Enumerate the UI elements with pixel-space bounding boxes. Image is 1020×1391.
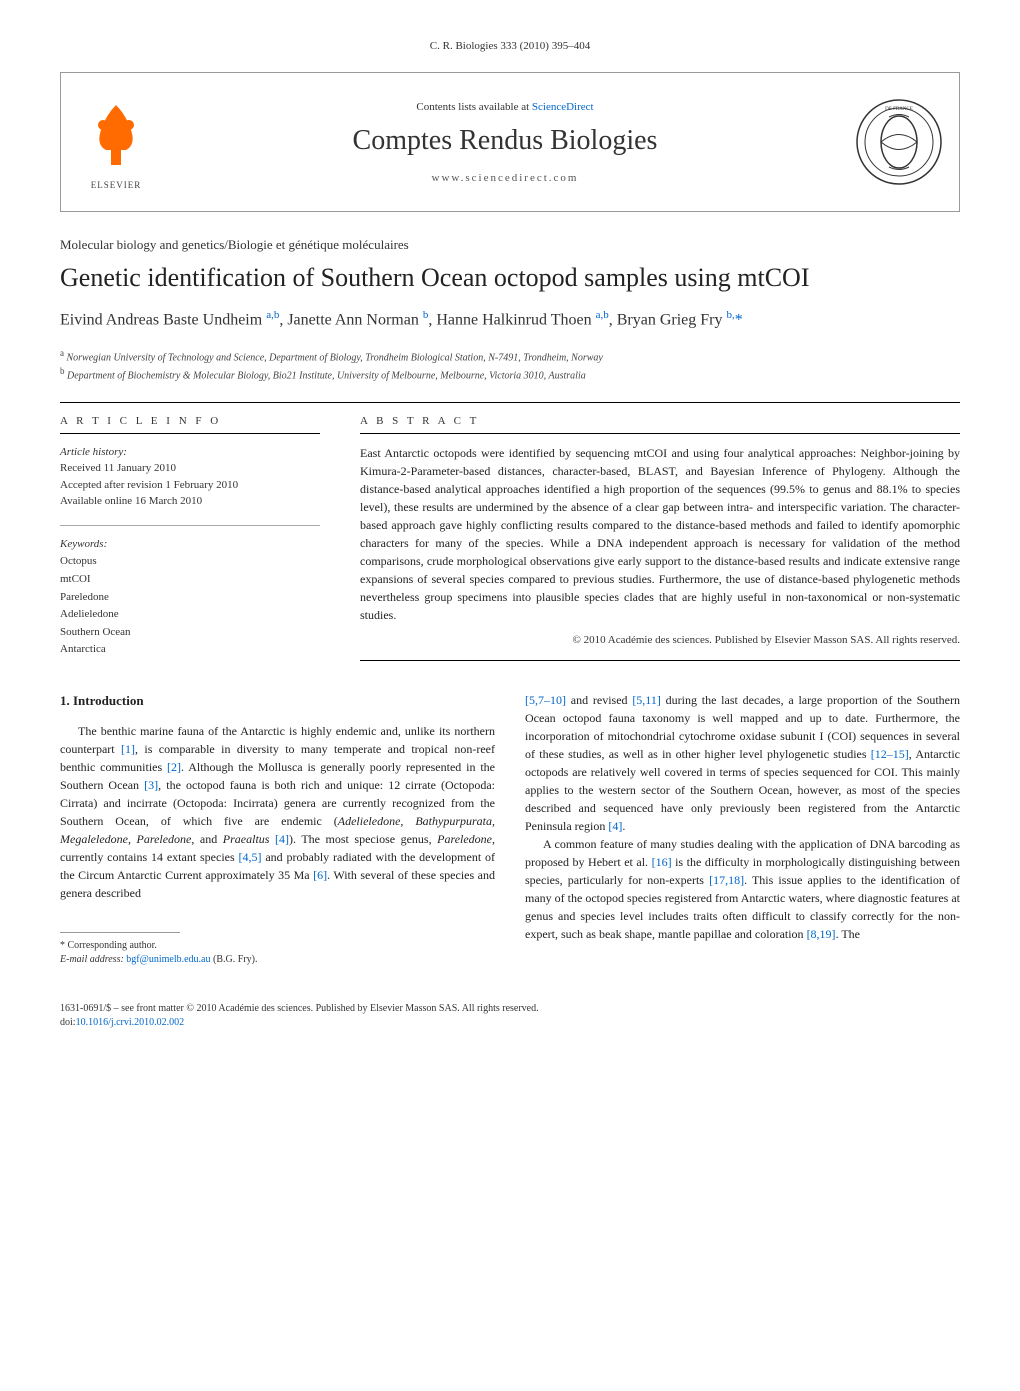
abstract-column: A B S T R A C T East Antarctic octopods … (360, 415, 960, 661)
footer-copyright: 1631-0691/$ – see front matter © 2010 Ac… (60, 1002, 960, 1030)
article-history-block: Article history: Received 11 January 201… (60, 444, 320, 510)
doi-link[interactable]: 10.1016/j.crvi.2010.02.002 (76, 1017, 185, 1028)
footnote-divider (60, 932, 180, 933)
publisher-logo-block: ELSEVIER (61, 73, 171, 211)
issn-line: 1631-0691/$ – see front matter © 2010 Ac… (60, 1002, 960, 1016)
history-accepted: Accepted after revision 1 February 2010 (60, 477, 320, 494)
academy-crest-block: DE FRANCE (839, 73, 959, 211)
email-label: E-mail address: (60, 954, 126, 965)
journal-title: Comptes Rendus Biologies (171, 125, 839, 157)
contents-available-line: Contents lists available at ScienceDirec… (171, 101, 839, 113)
keywords-label: Keywords: (60, 536, 320, 554)
info-abstract-row: A R T I C L E I N F O Article history: R… (60, 415, 960, 661)
elsevier-tree-icon (81, 95, 151, 175)
body-columns: 1. Introduction The benthic marine fauna… (60, 691, 960, 968)
abstract-bottom-divider (360, 660, 960, 661)
section-category: Molecular biology and genetics/Biologie … (60, 237, 960, 253)
article-info-column: A R T I C L E I N F O Article history: R… (60, 415, 320, 661)
history-received: Received 11 January 2010 (60, 460, 320, 477)
abstract-copyright: © 2010 Académie des sciences. Published … (360, 634, 960, 646)
svg-text:DE FRANCE: DE FRANCE (885, 107, 913, 112)
running-header: C. R. Biologies 333 (2010) 395–404 (60, 40, 960, 52)
right-column: [5,7–10] and revised [5,11] during the l… (525, 691, 960, 968)
contents-prefix: Contents lists available at (416, 101, 531, 113)
journal-banner: ELSEVIER Contents lists available at Sci… (60, 72, 960, 212)
keyword-2: Pareledone (60, 589, 320, 607)
academy-crest-icon: DE FRANCE (854, 97, 944, 187)
journal-url: www.sciencedirect.com (171, 172, 839, 184)
keywords-block: Keywords: Octopus mtCOI Pareledone Adeli… (60, 536, 320, 659)
doi-label: doi: (60, 1017, 76, 1028)
intro-paragraph-1: The benthic marine fauna of the Antarcti… (60, 722, 495, 902)
sciencedirect-link[interactable]: ScienceDirect (532, 101, 594, 113)
authors-line: Eivind Andreas Baste Undheim a,b, Janett… (60, 307, 960, 332)
article-info-heading: A R T I C L E I N F O (60, 415, 320, 434)
history-label: Article history: (60, 444, 320, 461)
keyword-1: mtCOI (60, 571, 320, 589)
banner-center: Contents lists available at ScienceDirec… (171, 101, 839, 184)
affiliation-a: a Norwegian University of Technology and… (60, 347, 960, 365)
abstract-heading: A B S T R A C T (360, 415, 960, 434)
divider-top (60, 402, 960, 403)
keyword-4: Southern Ocean (60, 624, 320, 642)
introduction-heading: 1. Introduction (60, 691, 495, 711)
footnote-block: * Corresponding author. E-mail address: … (60, 939, 495, 967)
email-line: E-mail address: bgf@unimelb.edu.au (B.G.… (60, 953, 495, 967)
email-suffix: (B.G. Fry). (211, 954, 258, 965)
corresponding-author: * Corresponding author. (60, 939, 495, 953)
keyword-3: Adelieledone (60, 606, 320, 624)
affiliations-block: a Norwegian University of Technology and… (60, 347, 960, 384)
elsevier-label: ELSEVIER (91, 180, 142, 190)
keywords-divider (60, 525, 320, 526)
abstract-text: East Antarctic octopods were identified … (360, 444, 960, 624)
keyword-5: Antarctica (60, 641, 320, 659)
history-online: Available online 16 March 2010 (60, 493, 320, 510)
intro-paragraph-1-cont: [5,7–10] and revised [5,11] during the l… (525, 691, 960, 835)
article-title: Genetic identification of Southern Ocean… (60, 261, 960, 295)
affiliation-b: b Department of Biochemistry & Molecular… (60, 365, 960, 383)
intro-paragraph-2: A common feature of many studies dealing… (525, 835, 960, 943)
doi-line: doi:10.1016/j.crvi.2010.02.002 (60, 1016, 960, 1030)
keyword-0: Octopus (60, 553, 320, 571)
left-column: 1. Introduction The benthic marine fauna… (60, 691, 495, 968)
author-email-link[interactable]: bgf@unimelb.edu.au (126, 954, 210, 965)
